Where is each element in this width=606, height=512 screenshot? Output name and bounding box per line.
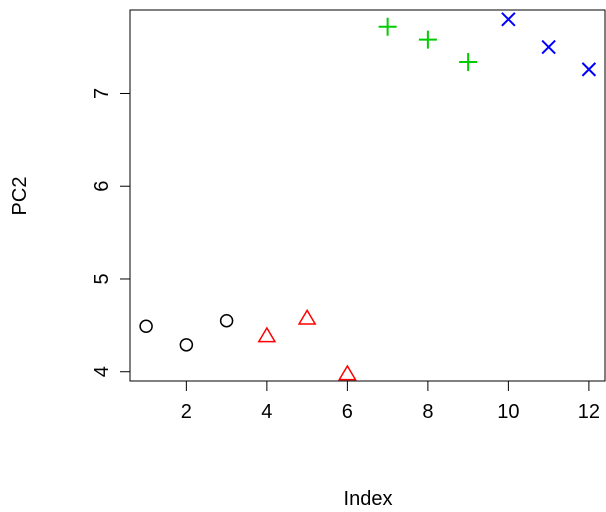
y-axis: 4 5 6 7 xyxy=(91,88,130,377)
triangle-point xyxy=(297,308,317,325)
y-tick-label: 4 xyxy=(91,366,113,377)
circle-point xyxy=(219,313,234,328)
x-axis-label: Index xyxy=(344,488,393,510)
triangle-point xyxy=(337,364,357,381)
cross-point xyxy=(501,12,516,27)
circle-point xyxy=(179,338,194,352)
data-points xyxy=(139,12,597,381)
x-tick-label: 12 xyxy=(578,401,600,423)
cross-point xyxy=(581,62,597,77)
plus-point xyxy=(459,52,478,71)
y-tick-label: 5 xyxy=(91,273,113,284)
plus-point xyxy=(378,17,397,36)
cross-point xyxy=(541,39,556,55)
x-axis: 2 4 6 8 10 12 xyxy=(181,381,600,423)
triangle-point xyxy=(257,326,277,343)
y-tick-label: 7 xyxy=(91,88,113,99)
x-tick-label: 10 xyxy=(497,401,519,423)
circle-point xyxy=(139,319,153,334)
x-tick-label: 2 xyxy=(181,401,192,423)
y-tick-label: 6 xyxy=(91,181,113,192)
plus-point xyxy=(418,30,437,49)
y-axis-label: PC2 xyxy=(9,177,31,216)
x-tick-label: 4 xyxy=(261,401,272,423)
plot-frame xyxy=(129,9,606,382)
x-tick-label: 6 xyxy=(342,401,353,423)
x-tick-label: 8 xyxy=(422,401,433,423)
